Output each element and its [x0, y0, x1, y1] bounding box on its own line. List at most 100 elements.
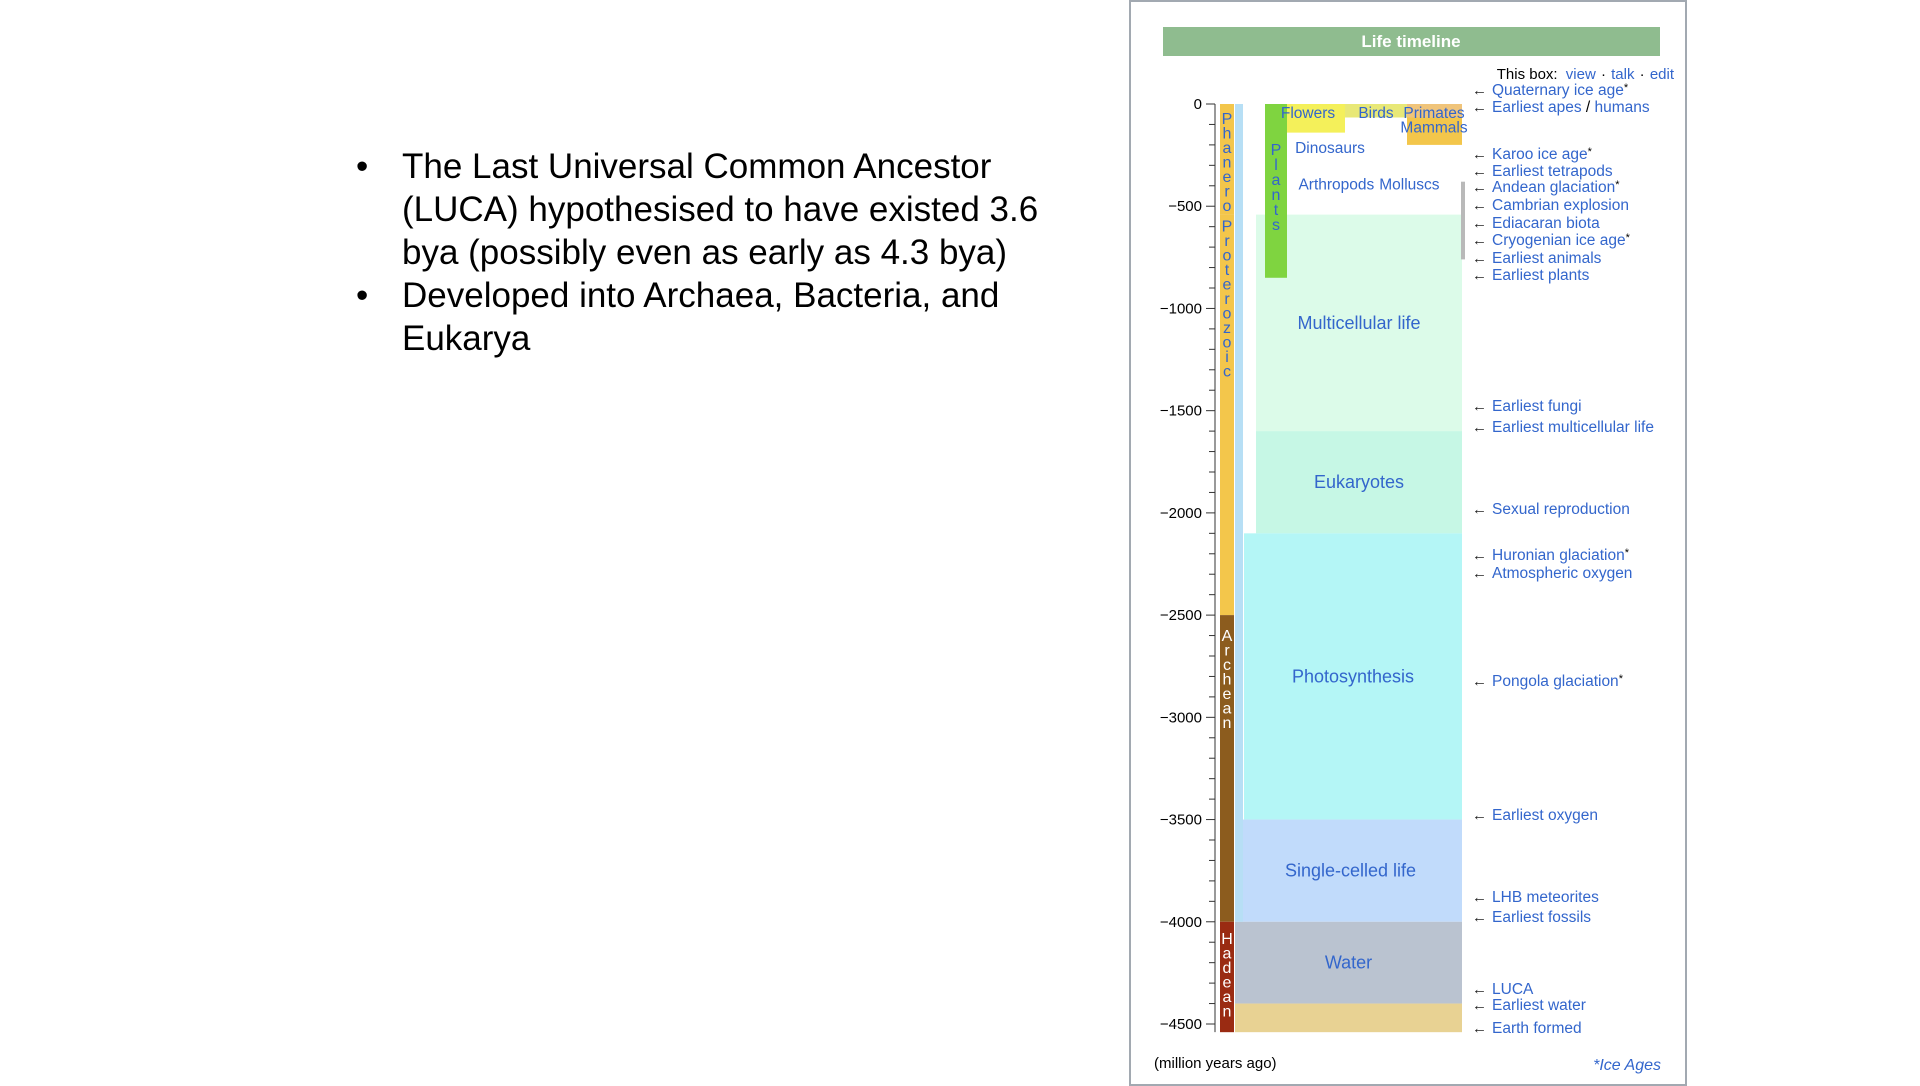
mammals-box	[1407, 117, 1462, 145]
event-label: Andean glaciation*	[1492, 179, 1620, 196]
eon-letter: d	[1223, 960, 1232, 977]
eon-letter: r	[1224, 291, 1230, 308]
event-item: ← Andean glaciation*	[1472, 179, 1620, 196]
left-arrow-icon: ←	[1472, 99, 1487, 116]
event-label: Earliest plants	[1492, 267, 1590, 284]
left-arrow-icon: ←	[1472, 398, 1487, 415]
event-item: ← Earliest multicellular life	[1472, 419, 1654, 436]
left-arrow-icon: ←	[1472, 1020, 1487, 1037]
arthropods-molluscs-label: Arthropods Molluscs	[1298, 177, 1439, 194]
primates-box	[1407, 104, 1462, 118]
eon-letter: a	[1223, 140, 1232, 157]
timeline-title: Life timeline	[1361, 32, 1460, 51]
ice-age-star: *	[1619, 673, 1624, 685]
plants-letter: l	[1274, 157, 1278, 174]
event-link-extra[interactable]: humans	[1595, 99, 1650, 116]
left-arrow-icon: ←	[1472, 807, 1487, 824]
edit-link[interactable]: edit	[1650, 66, 1675, 83]
event-item: ← Earliest fossils	[1472, 909, 1591, 926]
axis-tick-label: −3000	[1160, 709, 1202, 726]
eon-letter: o	[1223, 335, 1232, 352]
event-label: Earliest multicellular life	[1492, 419, 1654, 436]
event-link[interactable]: Earliest oxygen	[1492, 807, 1598, 824]
left-arrow-icon: ←	[1472, 82, 1487, 99]
event-link[interactable]: Quaternary ice age	[1492, 82, 1624, 99]
eon-letter: t	[1225, 262, 1230, 279]
event-item: ← LUCA	[1472, 981, 1534, 998]
event-link[interactable]: Atmospheric oxygen	[1492, 565, 1632, 582]
event-item: ← Sexual reproduction	[1472, 501, 1630, 518]
event-link[interactable]: Earliest plants	[1492, 267, 1590, 284]
plants-letter: P	[1271, 142, 1282, 159]
bullet-dot: •	[356, 147, 369, 186]
event-link[interactable]: Earliest fossils	[1492, 909, 1591, 926]
talk-link[interactable]: talk	[1611, 66, 1635, 83]
event-link[interactable]: Earliest water	[1492, 997, 1586, 1014]
eon-letter: r	[1224, 643, 1230, 660]
event-label: Quaternary ice age*	[1492, 82, 1629, 99]
eon-letter: h	[1223, 672, 1232, 689]
link-separator: ·	[1601, 66, 1606, 83]
event-item: ← Earliest animals	[1472, 250, 1602, 267]
event-link[interactable]: Earliest tetrapods	[1492, 163, 1613, 180]
life-region-label: Multicellular life	[1297, 313, 1420, 333]
axis-unit-label: (million years ago)	[1154, 1055, 1277, 1072]
event-link[interactable]: Sexual reproduction	[1492, 501, 1630, 518]
eon-letter: P	[1222, 111, 1233, 128]
left-arrow-icon: ←	[1472, 267, 1487, 284]
event-label: Sexual reproduction	[1492, 501, 1630, 518]
left-arrow-icon: ←	[1472, 146, 1487, 163]
axis-tick-label: −2000	[1160, 505, 1202, 522]
eon-letter: a	[1223, 701, 1232, 718]
axis-tick-label: −1500	[1160, 403, 1202, 420]
life-region	[1239, 819, 1462, 922]
event-label: Huronian glaciation*	[1492, 547, 1630, 564]
view-link[interactable]: view	[1566, 66, 1596, 83]
event-link[interactable]: LHB meteorites	[1492, 889, 1599, 906]
event-link[interactable]: Earth formed	[1492, 1020, 1582, 1037]
event-label: Cryogenian ice age*	[1492, 232, 1631, 249]
left-arrow-icon: ←	[1472, 997, 1487, 1014]
eon-letter: P	[1222, 219, 1233, 236]
events-list: ← Quaternary ice age*← Earliest apes / hum…	[1472, 82, 1654, 1037]
eon-letter: o	[1223, 248, 1232, 265]
event-link[interactable]: Earliest apes	[1492, 99, 1582, 116]
event-link[interactable]: LUCA	[1492, 981, 1534, 998]
event-link[interactable]: Earliest animals	[1492, 250, 1602, 267]
ice-ages-note[interactable]: *Ice Ages	[1593, 1057, 1661, 1074]
life-region	[1244, 533, 1462, 820]
life-region-label: Eukaryotes	[1314, 472, 1404, 492]
ice-age-star: *	[1626, 232, 1631, 244]
event-item: ← Cryogenian ice age*	[1472, 232, 1631, 249]
event-separator: /	[1582, 99, 1595, 116]
event-link[interactable]: Earliest fungi	[1492, 398, 1582, 415]
left-arrow-icon: ←	[1472, 565, 1487, 582]
event-link[interactable]: Ediacaran biota	[1492, 215, 1600, 232]
event-link[interactable]: Andean glaciation	[1492, 179, 1615, 196]
left-arrow-icon: ←	[1472, 250, 1487, 267]
event-link[interactable]: Pongola glaciation	[1492, 673, 1619, 690]
left-arrow-icon: ←	[1472, 889, 1487, 906]
box-label: This box:	[1497, 66, 1558, 83]
event-label: Cambrian explosion	[1492, 197, 1629, 214]
event-link[interactable]: Huronian glaciation	[1492, 547, 1625, 564]
left-arrow-icon: ←	[1472, 501, 1487, 518]
event-item: ← Earliest oxygen	[1472, 807, 1598, 824]
eon-letter: r	[1224, 233, 1230, 250]
eon-letter: o	[1223, 198, 1232, 215]
event-label: Earliest apes / humans	[1492, 99, 1650, 116]
event-link[interactable]: Earliest multicellular life	[1492, 419, 1654, 436]
life-region	[1235, 1003, 1462, 1033]
left-arrow-icon: ←	[1472, 232, 1487, 249]
left-arrow-icon: ←	[1472, 163, 1487, 180]
phanerozoic-group-label: Dinosaurs	[1295, 140, 1365, 157]
event-link[interactable]: Cambrian explosion	[1492, 197, 1629, 214]
eon-letter: c	[1223, 364, 1231, 381]
ice-age-star: *	[1615, 179, 1620, 191]
event-link[interactable]: Karoo ice age	[1492, 146, 1588, 163]
phanerozoic-group-label: Mammals	[1400, 119, 1467, 136]
event-link[interactable]: Cryogenian ice age	[1492, 232, 1626, 249]
event-item: ← Karoo ice age*	[1472, 146, 1593, 163]
strip-band	[1235, 104, 1243, 922]
left-arrow-icon: ←	[1472, 547, 1487, 564]
